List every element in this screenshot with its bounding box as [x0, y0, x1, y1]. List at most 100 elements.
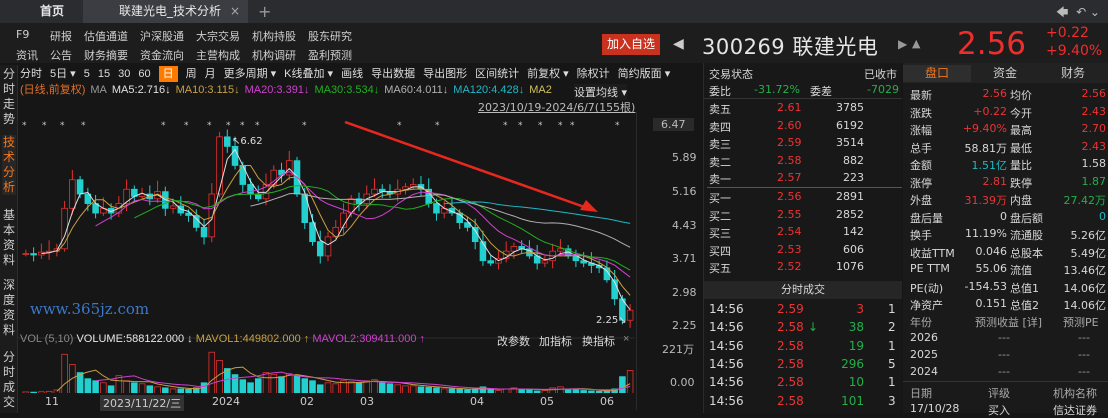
edit-params-button[interactable]: 改参数: [497, 336, 530, 348]
play-icon[interactable]: ▶: [898, 37, 908, 51]
ratio-label: 委比: [709, 85, 731, 98]
link2-2[interactable]: 财务摘要: [84, 49, 128, 62]
left-nav-item-0[interactable]: 分时走势: [2, 67, 15, 126]
quote-label: 最低: [1010, 141, 1032, 155]
buy-level: 买五: [709, 262, 731, 275]
toolbar-item-12[interactable]: 导出数据: [371, 67, 416, 80]
buy-volume: 606: [843, 242, 864, 256]
left-nav-item-3[interactable]: 深度资料: [2, 278, 15, 337]
y-tick: 5.16: [672, 185, 697, 198]
toolbar-item-1[interactable]: 5日 ▾: [50, 67, 76, 80]
buy-price: 2.54: [777, 225, 802, 238]
link2-5[interactable]: 机构调研: [252, 49, 296, 62]
forecast-pe: ---: [1078, 365, 1090, 378]
back-arrow-icon[interactable]: 🡄: [1056, 5, 1069, 19]
tab-home[interactable]: 首页: [40, 4, 65, 18]
link-1[interactable]: 研报: [50, 30, 72, 43]
event-marker-icon: *: [184, 121, 189, 131]
link-4[interactable]: 大宗交易: [196, 30, 240, 43]
link2-1[interactable]: 公告: [50, 49, 72, 62]
forecast-year: 2026: [910, 331, 938, 344]
link2-6[interactable]: 盈利预测: [308, 49, 352, 62]
link2-4[interactable]: 主营构成: [196, 49, 240, 62]
candle-body: [123, 188, 130, 204]
quote-value: 27.42万: [1063, 194, 1107, 207]
rating-org: 信达证券: [1053, 404, 1097, 417]
link-6[interactable]: 股东研究: [308, 30, 352, 43]
ma-legend-item: MA60:4.011↓: [384, 84, 449, 96]
left-nav-item-4[interactable]: 分时成交: [2, 350, 15, 409]
quote-value: 1.87: [1081, 174, 1107, 188]
add-to-watchlist-button[interactable]: 加入自选: [602, 34, 660, 55]
left-nav-item-2[interactable]: 基本资料: [2, 208, 15, 267]
collapse-left-icon[interactable]: ◀: [673, 36, 684, 52]
trade-count: 3: [888, 393, 896, 408]
toolbar-item-2[interactable]: 5: [83, 67, 90, 80]
link-2[interactable]: 估值通道: [84, 30, 128, 43]
candle-body: [22, 253, 30, 255]
candle-body: [247, 184, 254, 195]
toolbar-item-6[interactable]: 日: [158, 65, 178, 82]
candle-body: [224, 136, 231, 147]
diff-label: 委差: [810, 85, 832, 98]
toolbar-item-7[interactable]: 周: [185, 67, 197, 80]
quote-tab-1[interactable]: 资金: [992, 66, 1017, 80]
link-0[interactable]: F9: [16, 28, 30, 41]
toolbar-item-14[interactable]: 区间统计: [475, 67, 520, 80]
undo-icon[interactable]: ↶ ⌄: [1076, 5, 1100, 19]
quote-value: 5.49亿: [1070, 246, 1107, 260]
toolbar-item-0[interactable]: 分时: [20, 67, 42, 80]
toolbar-item-4[interactable]: 30: [118, 67, 131, 80]
vol-title: VOL (5,10): [20, 333, 74, 345]
volume-bar: [224, 368, 231, 396]
quote-value: 2.56: [982, 87, 1008, 100]
divider: [903, 381, 1108, 382]
buy-level: 买三: [709, 227, 731, 240]
toolbar-item-13[interactable]: 导出图形: [423, 67, 468, 80]
quote-tab-0[interactable]: 盘口: [903, 65, 971, 82]
toolbar-item-17[interactable]: 简约版面 ▾: [617, 67, 671, 80]
trade-price: 2.58: [777, 338, 804, 353]
event-marker-icon: *: [570, 121, 575, 131]
link-5[interactable]: 机构持股: [252, 30, 296, 43]
kline-chart[interactable]: * * * * * * * * * * * * * * * * * * *↖6.622.25↘: [18, 112, 635, 412]
sell-price: 2.59: [777, 136, 802, 149]
quote-label: 最新: [910, 89, 932, 102]
toolbar-item-9[interactable]: 更多周期 ▾: [223, 67, 277, 80]
add-indicator-button[interactable]: 加指标: [539, 336, 572, 348]
vol-y-min: 0.00: [670, 376, 695, 389]
quote-label: PE TTM: [910, 262, 950, 275]
close-tab-icon[interactable]: ×: [229, 4, 240, 18]
quote-label: 总股本: [1010, 246, 1043, 260]
trade-time: 14:56: [709, 302, 744, 316]
sell-volume: 3514: [836, 136, 864, 149]
stock-code: 300269: [702, 35, 786, 59]
quote-label: 金额: [910, 159, 932, 172]
quote-label: 盘后额: [1010, 211, 1043, 225]
candle-body: [355, 198, 363, 204]
new-tab-button[interactable]: +: [258, 2, 272, 21]
quote-tab-2[interactable]: 财务: [1060, 66, 1085, 80]
bell-icon[interactable]: ▲: [912, 37, 921, 50]
toolbar-item-15[interactable]: 前复权 ▾: [527, 67, 569, 80]
link-3[interactable]: 沪深股通: [140, 30, 184, 43]
toolbar-item-8[interactable]: 月: [204, 67, 216, 80]
x-tick: 2023/11/22/三: [100, 395, 185, 411]
link2-3[interactable]: 资金流向: [140, 49, 184, 62]
tab-technical-analysis[interactable]: 联建光电_技术分析 ×: [83, 0, 248, 23]
mavol2: MAVOL2:309411.000 ↑: [312, 333, 426, 345]
quote-label: 涨跌: [910, 106, 932, 120]
toolbar-item-5[interactable]: 60: [138, 67, 151, 80]
close-indicator-icon[interactable]: ×: [623, 333, 630, 345]
quote-value: 2.43: [1081, 139, 1107, 153]
switch-indicator-button[interactable]: 换指标: [582, 336, 615, 348]
left-nav-item-1[interactable]: 技术分析: [2, 135, 16, 195]
toolbar-item-10[interactable]: K线叠加 ▾: [284, 67, 334, 80]
candle-body: [479, 241, 487, 262]
toolbar-item-16[interactable]: 除权计: [576, 67, 610, 80]
link2-0[interactable]: 资讯: [16, 49, 38, 62]
trade-volume: 10: [848, 375, 864, 390]
toolbar-item-11[interactable]: 画线: [341, 67, 364, 80]
ma-settings-dropdown[interactable]: 设置均线 ▾: [574, 84, 628, 100]
toolbar-item-3[interactable]: 15: [97, 67, 111, 80]
